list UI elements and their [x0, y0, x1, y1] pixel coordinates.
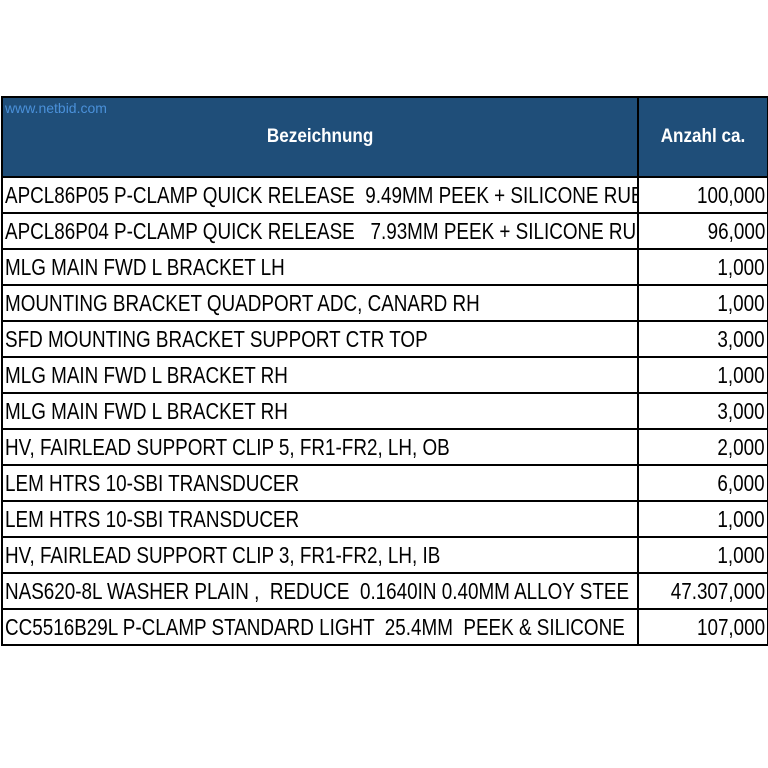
cell-quantity: 1,000 — [637, 536, 768, 574]
table-row: APCL86P05 P-CLAMP QUICK RELEASE 9.49MM P… — [1, 176, 768, 214]
cell-quantity: 96,000 — [637, 212, 768, 250]
table-row: NAS620-8L WASHER PLAIN , REDUCE 0.1640IN… — [1, 572, 768, 610]
cell-description: LEM HTRS 10-SBI TRANSDUCER — [1, 500, 639, 538]
cell-quantity: 3,000 — [637, 320, 768, 358]
table-row: LEM HTRS 10-SBI TRANSDUCER 1,000 — [1, 500, 768, 538]
header-description: www.netbid.com Bezeichnung — [1, 96, 639, 178]
table-row: MLG MAIN FWD L BRACKET RH 3,000 — [1, 392, 768, 430]
cell-quantity: 2,000 — [637, 428, 768, 466]
table-body: APCL86P05 P-CLAMP QUICK RELEASE 9.49MM P… — [1, 176, 768, 646]
cell-quantity: 107,000 — [637, 608, 768, 646]
cell-description: HV, FAIRLEAD SUPPORT CLIP 5, FR1-FR2, LH… — [1, 428, 639, 466]
table-row: MLG MAIN FWD L BRACKET LH 1,000 — [1, 248, 768, 286]
cell-description: CC5516B29L P-CLAMP STANDARD LIGHT 25.4MM… — [1, 608, 639, 646]
cell-quantity: 1,000 — [637, 248, 768, 286]
cell-quantity: 100,000 — [637, 176, 768, 214]
watermark-link[interactable]: www.netbid.com — [5, 100, 107, 116]
cell-description: LEM HTRS 10-SBI TRANSDUCER — [1, 464, 639, 502]
cell-description: APCL86P04 P-CLAMP QUICK RELEASE 7.93MM P… — [1, 212, 639, 250]
cell-description: MOUNTING BRACKET QUADPORT ADC, CANARD RH — [1, 284, 639, 322]
cell-quantity: 6,000 — [637, 464, 768, 502]
cell-quantity: 1,000 — [637, 284, 768, 322]
table-row: MOUNTING BRACKET QUADPORT ADC, CANARD RH… — [1, 284, 768, 322]
cell-description: NAS620-8L WASHER PLAIN , REDUCE 0.1640IN… — [1, 572, 639, 610]
table-header-row: www.netbid.com Bezeichnung Anzahl ca. — [1, 96, 768, 178]
parts-table: www.netbid.com Bezeichnung Anzahl ca. AP… — [1, 96, 768, 646]
table-row: CC5516B29L P-CLAMP STANDARD LIGHT 25.4MM… — [1, 608, 768, 646]
table-row: APCL86P04 P-CLAMP QUICK RELEASE 7.93MM P… — [1, 212, 768, 250]
cell-description: HV, FAIRLEAD SUPPORT CLIP 3, FR1-FR2, LH… — [1, 536, 639, 574]
cell-description: MLG MAIN FWD L BRACKET RH — [1, 356, 639, 394]
table-row: LEM HTRS 10-SBI TRANSDUCER 6,000 — [1, 464, 768, 502]
cell-description: APCL86P05 P-CLAMP QUICK RELEASE 9.49MM P… — [1, 176, 639, 214]
header-quantity-label: Anzahl ca. — [660, 126, 746, 147]
cell-description: MLG MAIN FWD L BRACKET LH — [1, 248, 639, 286]
cell-quantity: 47.307,000 — [637, 572, 768, 610]
cell-description: SFD MOUNTING BRACKET SUPPORT CTR TOP — [1, 320, 639, 358]
table-row: MLG MAIN FWD L BRACKET RH 1,000 — [1, 356, 768, 394]
cell-quantity: 1,000 — [637, 356, 768, 394]
parts-table-sheet: www.netbid.com Bezeichnung Anzahl ca. AP… — [0, 96, 768, 646]
table-row: SFD MOUNTING BRACKET SUPPORT CTR TOP 3,00… — [1, 320, 768, 358]
table-row: HV, FAIRLEAD SUPPORT CLIP 3, FR1-FR2, LH… — [1, 536, 768, 574]
cell-description: MLG MAIN FWD L BRACKET RH — [1, 392, 639, 430]
cell-quantity: 1,000 — [637, 500, 768, 538]
table-row: HV, FAIRLEAD SUPPORT CLIP 5, FR1-FR2, LH… — [1, 428, 768, 466]
header-description-label: Bezeichnung — [266, 126, 374, 147]
header-quantity: Anzahl ca. — [637, 96, 768, 178]
cell-quantity: 3,000 — [637, 392, 768, 430]
